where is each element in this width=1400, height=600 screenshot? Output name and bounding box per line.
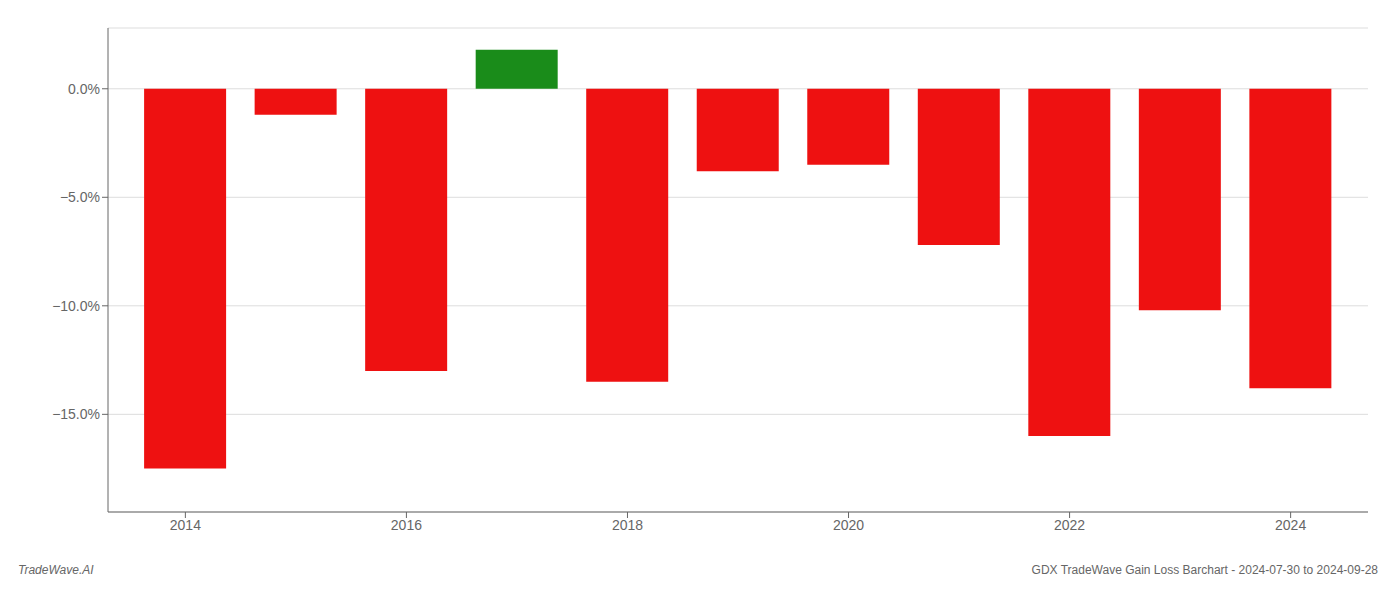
svg-text:2018: 2018 bbox=[612, 517, 643, 533]
svg-text:2024: 2024 bbox=[1275, 517, 1306, 533]
svg-text:2016: 2016 bbox=[391, 517, 422, 533]
svg-text:2014: 2014 bbox=[170, 517, 201, 533]
svg-text:2020: 2020 bbox=[833, 517, 864, 533]
svg-text:0.0%: 0.0% bbox=[68, 81, 100, 97]
svg-text:−15.0%: −15.0% bbox=[52, 406, 100, 422]
html-text:GDX TradeWave Gain Loss Barcha: GDX TradeWave Gain Loss Barchart - 2024-… bbox=[1031, 563, 1378, 577]
html-text:TradeWave.AI: TradeWave.AI bbox=[18, 563, 94, 577]
svg-text:2022: 2022 bbox=[1054, 517, 1085, 533]
svg-text:−10.0%: −10.0% bbox=[52, 298, 100, 314]
svg-text:−5.0%: −5.0% bbox=[60, 189, 100, 205]
